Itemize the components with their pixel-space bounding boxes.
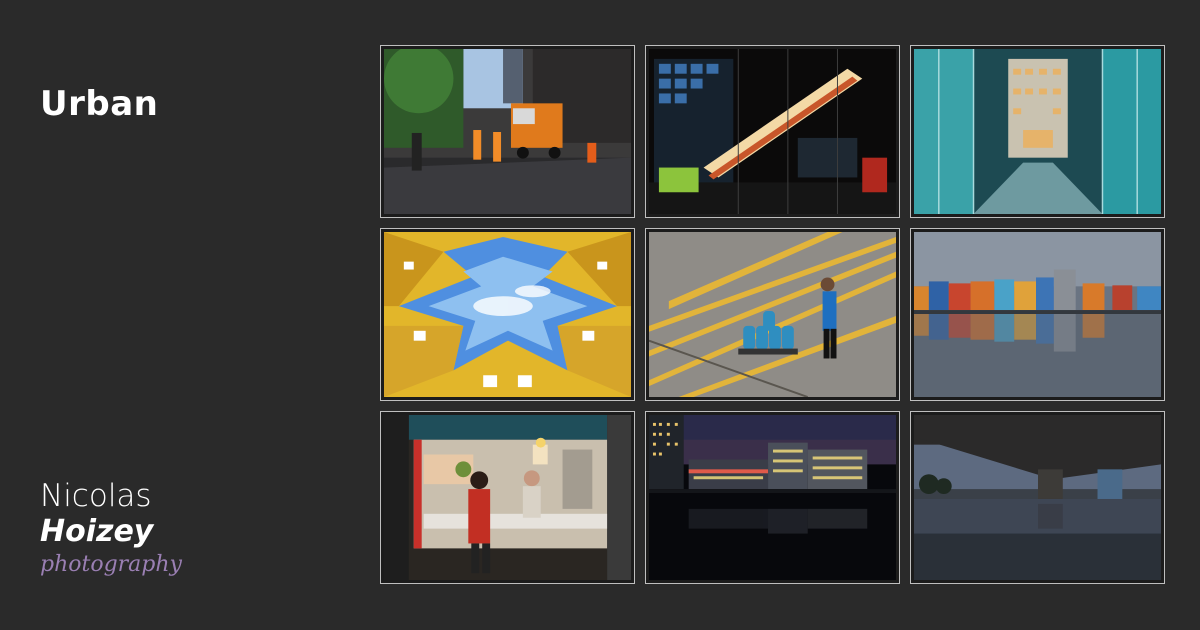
photo-thumbnail[interactable] — [645, 411, 900, 584]
logo-last-name: Hoizey — [40, 514, 154, 549]
colorful-houses-photo — [914, 232, 1161, 397]
cube-houses-photo — [384, 232, 631, 397]
street-construction-photo — [384, 49, 631, 214]
bridge-river-photo — [914, 415, 1161, 580]
market-stall-photo — [384, 415, 631, 580]
logo-first-name: Nicolas — [40, 478, 152, 514]
photo-thumbnail[interactable] — [645, 45, 900, 218]
escalator-night-photo — [649, 49, 896, 214]
office-night-photo — [649, 415, 896, 580]
brand-logo[interactable]: Nicolas Hoizey photography — [40, 478, 200, 580]
photo-grid — [380, 45, 1165, 584]
photo-thumbnail[interactable] — [380, 411, 635, 584]
glass-corridor-photo — [914, 49, 1161, 214]
photo-thumbnail[interactable] — [910, 45, 1165, 218]
page-title: Urban — [40, 84, 159, 124]
photo-thumbnail[interactable] — [910, 411, 1165, 584]
photo-thumbnail[interactable] — [380, 45, 635, 218]
logo-tagline: photography — [40, 552, 182, 577]
photo-thumbnail[interactable] — [910, 228, 1165, 401]
photo-thumbnail[interactable] — [380, 228, 635, 401]
gas-cylinders-photo — [649, 232, 896, 397]
photo-thumbnail[interactable] — [645, 228, 900, 401]
